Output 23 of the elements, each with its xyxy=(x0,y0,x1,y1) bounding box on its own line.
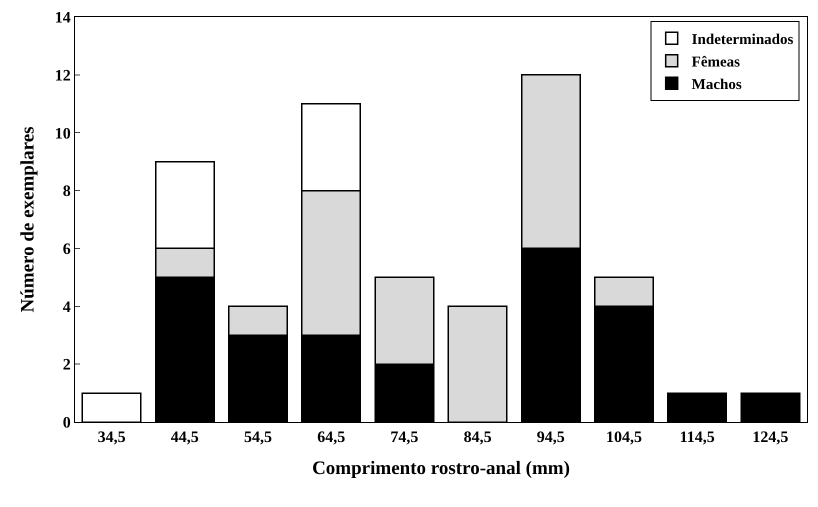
y-tick-label: 8 xyxy=(62,183,71,200)
y-tick-label: 2 xyxy=(62,356,71,374)
legend-label: Indeterminados xyxy=(692,32,794,48)
x-tick-label: 64,5 xyxy=(317,429,346,446)
legend-label: Fêmeas xyxy=(692,54,740,71)
y-tick-label: 4 xyxy=(62,298,71,316)
y-tick-label: 0 xyxy=(62,414,71,432)
y-axis-title: Número de exemplares xyxy=(18,126,39,313)
x-tick-label: 124,5 xyxy=(752,429,788,446)
x-tick-label: 94,5 xyxy=(536,429,565,446)
x-tick-label: 84,5 xyxy=(464,429,492,446)
x-axis-title: Comprimento rostro-anal (mm) xyxy=(312,458,570,479)
y-tick-label: 14 xyxy=(54,10,71,27)
x-tick-label: 104,5 xyxy=(606,429,642,446)
x-tick-label: 44,5 xyxy=(170,429,199,446)
x-tick-label: 54,5 xyxy=(244,429,272,446)
x-tick-label: 114,5 xyxy=(680,429,715,446)
y-tick-label: 10 xyxy=(54,125,71,142)
legend-label: Machos xyxy=(692,77,742,94)
y-tick-label: 6 xyxy=(62,241,71,258)
x-tick-label: 74,5 xyxy=(390,429,418,446)
y-tick-label: 12 xyxy=(54,67,71,84)
x-tick-label: 34,5 xyxy=(98,429,126,446)
